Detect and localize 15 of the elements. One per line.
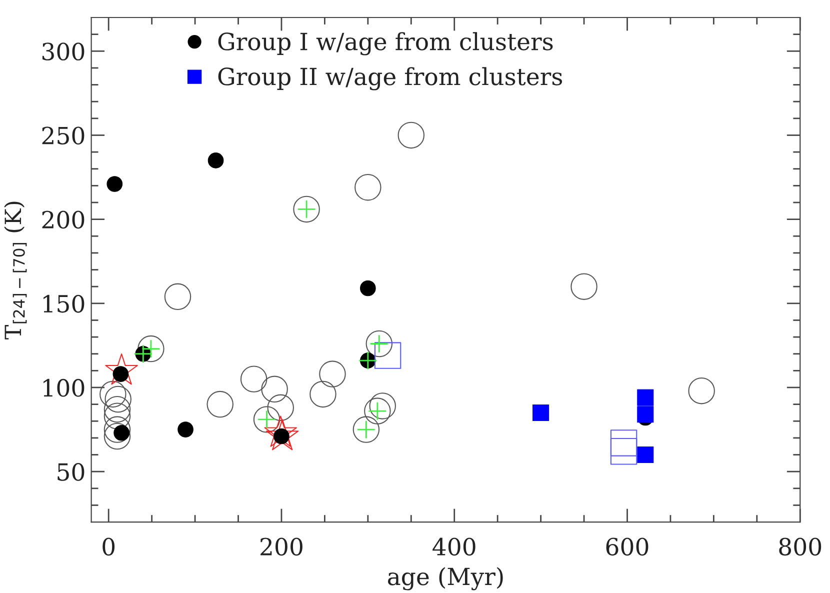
y-tick-label: 200: [42, 210, 84, 229]
y-tick-label: 150: [44, 294, 84, 313]
x-tick-label: 800: [779, 538, 822, 556]
x-tick-label: 600: [606, 538, 648, 556]
y-tick-label: 100: [44, 378, 84, 397]
legend-label: Group I w/age from clusters: [218, 32, 553, 56]
y-tick-label: 50: [58, 463, 84, 481]
y-axis-title: T$_{[24]−[70]}$ (K): [4, 202, 27, 340]
x-axis-title: age (Myr): [388, 567, 503, 590]
x-tick-label: 0: [102, 538, 115, 556]
legend-label: Group II w/age from clusters: [218, 67, 562, 90]
x-tick-label: 200: [260, 538, 302, 556]
y-tick-label: 300: [42, 42, 84, 60]
x-tick-label: 400: [432, 538, 476, 556]
y-tick-label: 250: [42, 126, 84, 145]
